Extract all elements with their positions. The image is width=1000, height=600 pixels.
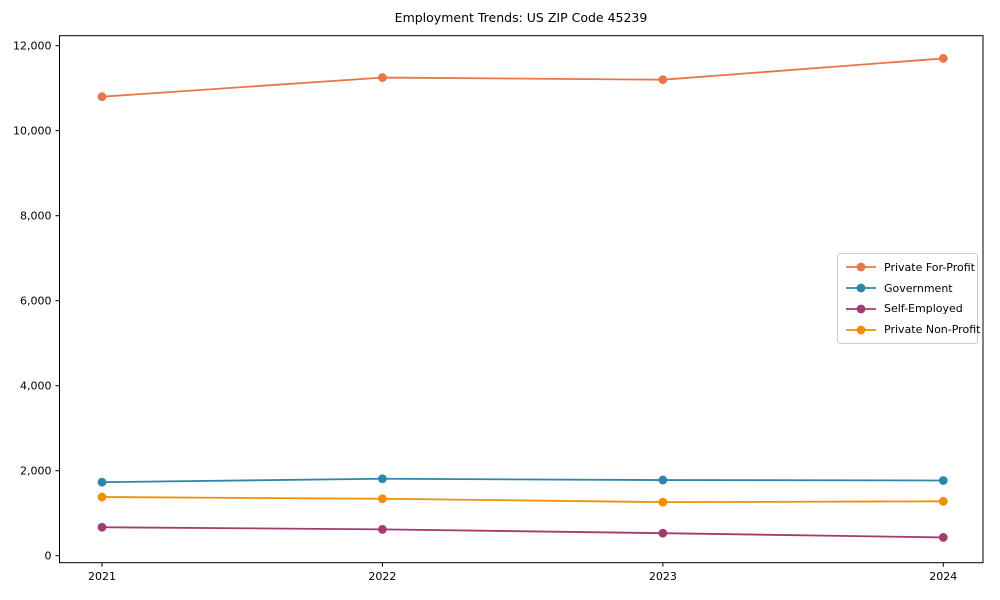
series-line-government [101,477,945,484]
y-axis-tick-label: 0 [45,550,52,563]
data-point-private-non-profit-2024 [938,496,948,506]
legend-marker-icon [846,325,876,335]
data-point-self-employed-2024 [938,533,948,542]
y-axis-tick-label: 12,000 [13,40,52,53]
series-line-private-non-profit [101,496,945,504]
legend-item-private-for-profit: Private For-Profit [845,261,975,273]
data-point-private-non-profit-2022 [378,494,387,504]
data-point-government-2024 [938,476,948,485]
legend-item-private-non-profit: Private Non-Profit [845,324,980,336]
legend-marker-icon [846,283,876,293]
x-axis-tick-label: 2024 [929,570,957,583]
x-axis-tick-label: 2023 [649,570,677,583]
legend-item-government: Government [845,282,970,294]
legend-label: Self-Employed [884,302,963,316]
plot-border [59,35,984,564]
y-axis-tick-label: 8,000 [20,210,52,223]
data-point-self-employed-2021 [97,522,107,532]
data-point-private-non-profit-2021 [97,492,107,502]
legend: Private For-Profit Government Self-Employe… [837,253,980,344]
legend-marker-icon [846,304,876,314]
data-point-private-for-profit-2024 [938,54,948,63]
legend-item-self-employed: Self-Employed [845,303,970,315]
legend-label: Private For-Profit [884,260,975,274]
data-point-government-2022 [378,474,387,484]
x-axis-tick-label: 2022 [368,570,396,583]
y-axis-tick-label: 4,000 [20,380,52,393]
data-point-private-for-profit-2021 [97,92,107,102]
data-point-private-non-profit-2023 [658,497,668,507]
data-point-private-for-profit-2022 [378,73,387,82]
data-point-self-employed-2023 [658,528,668,538]
chart-title: Employment Trends: US ZIP Code 45239 [394,10,648,25]
y-axis-tick-label: 2,000 [20,465,52,478]
series-line-self-employed [101,526,945,539]
x-axis-tick-label: 2021 [88,570,116,583]
legend-marker-icon [846,262,876,272]
legend-label: Government [884,281,953,295]
data-point-government-2021 [97,477,107,487]
legend-label: Private Non-Profit [884,323,981,337]
y-axis-tick-label: 6,000 [20,295,52,308]
data-point-government-2023 [658,475,668,485]
series-line-private-for-profit [101,57,945,98]
data-point-private-for-profit-2023 [658,75,668,85]
data-point-self-employed-2022 [378,524,387,534]
y-axis-tick-label: 10,000 [13,125,52,138]
